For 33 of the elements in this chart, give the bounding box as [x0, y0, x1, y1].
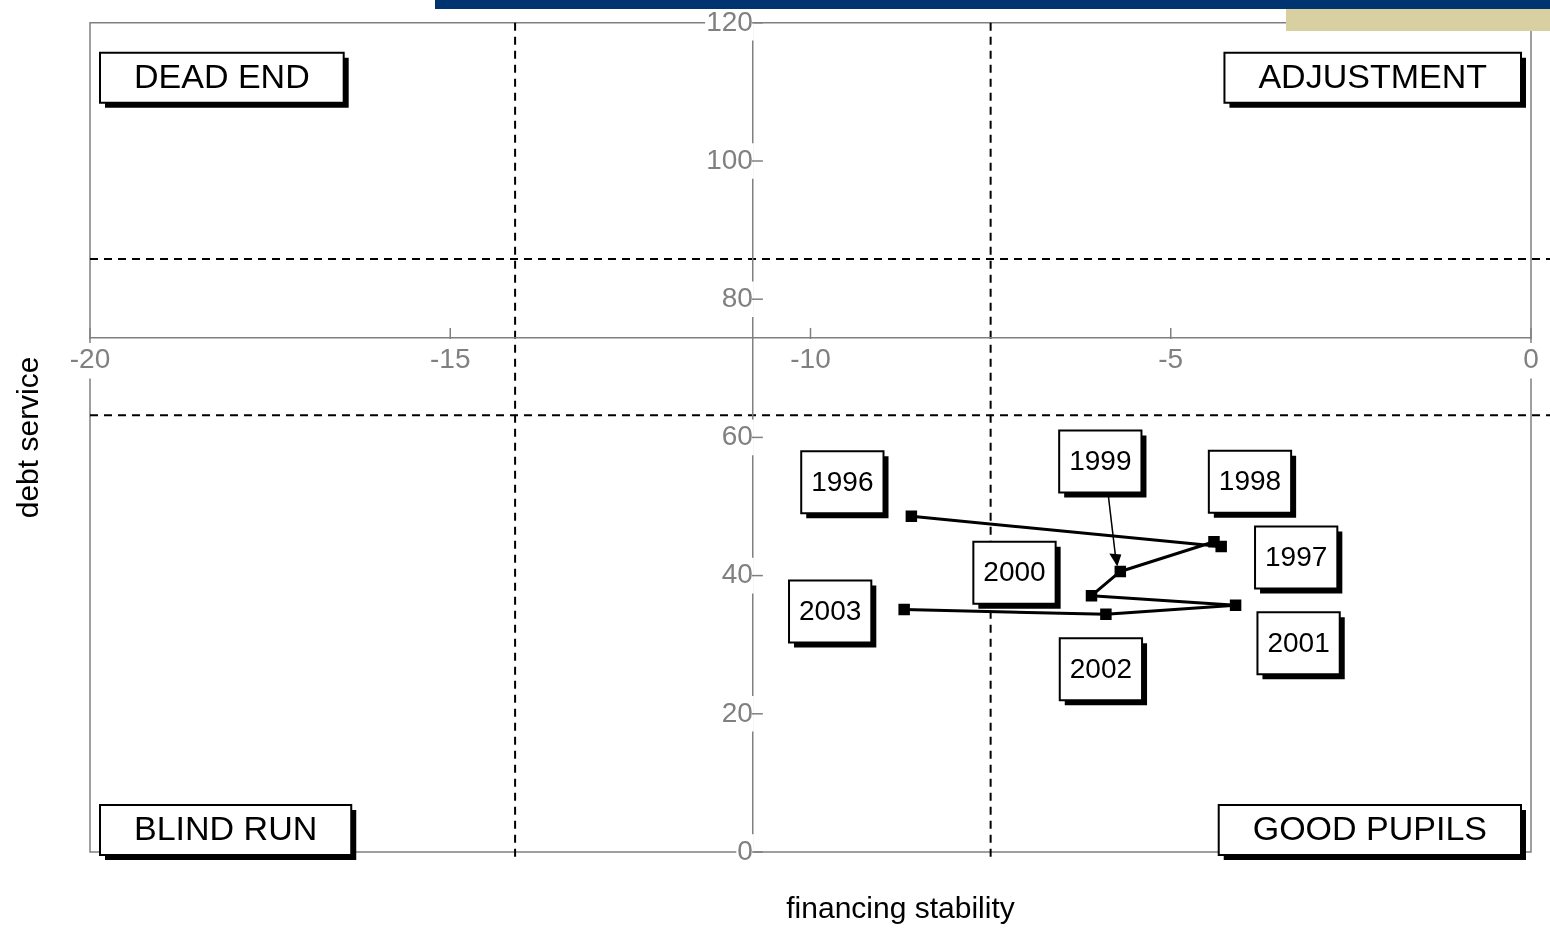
annotation: 1996 [811, 465, 874, 497]
annotation: 1997 [1265, 541, 1328, 573]
x-tick-label: -5 [1158, 343, 1184, 375]
annotation: 2001 [1267, 627, 1330, 659]
annotation: GOOD PUPILS [1252, 809, 1487, 848]
annotation: 2000 [983, 556, 1046, 588]
y-axis-title: debt service [11, 356, 45, 519]
y-tick-label: 60 [721, 420, 753, 452]
y-tick-label: 100 [706, 143, 753, 175]
x-tick-label: 0 [1523, 343, 1539, 375]
annotation: 2002 [1069, 653, 1133, 685]
point [898, 603, 910, 616]
y-tick-label: 20 [721, 696, 753, 728]
y-tick-label: 40 [721, 558, 753, 590]
point [1208, 536, 1220, 548]
x-axis-title: financing stability [786, 891, 1015, 925]
point [1114, 565, 1127, 578]
annotation: 1999 [1069, 445, 1132, 477]
annotation: DEAD END [134, 57, 310, 96]
annotation: ADJUSTMENT [1258, 57, 1487, 96]
annotation: BLIND RUN [134, 809, 318, 848]
y-tick-label: 120 [706, 5, 753, 37]
annotation: 1998 [1218, 465, 1282, 497]
annotation: 2003 [799, 595, 862, 627]
point [1085, 589, 1098, 602]
y-tick-label: 0 [737, 834, 753, 866]
point [1229, 599, 1242, 612]
point [905, 510, 918, 522]
y-tick-label: 80 [721, 281, 753, 313]
x-tick-label: -15 [430, 343, 471, 375]
x-tick-label: -10 [790, 343, 831, 375]
point [1100, 608, 1112, 621]
x-tick-label: -20 [69, 343, 111, 375]
